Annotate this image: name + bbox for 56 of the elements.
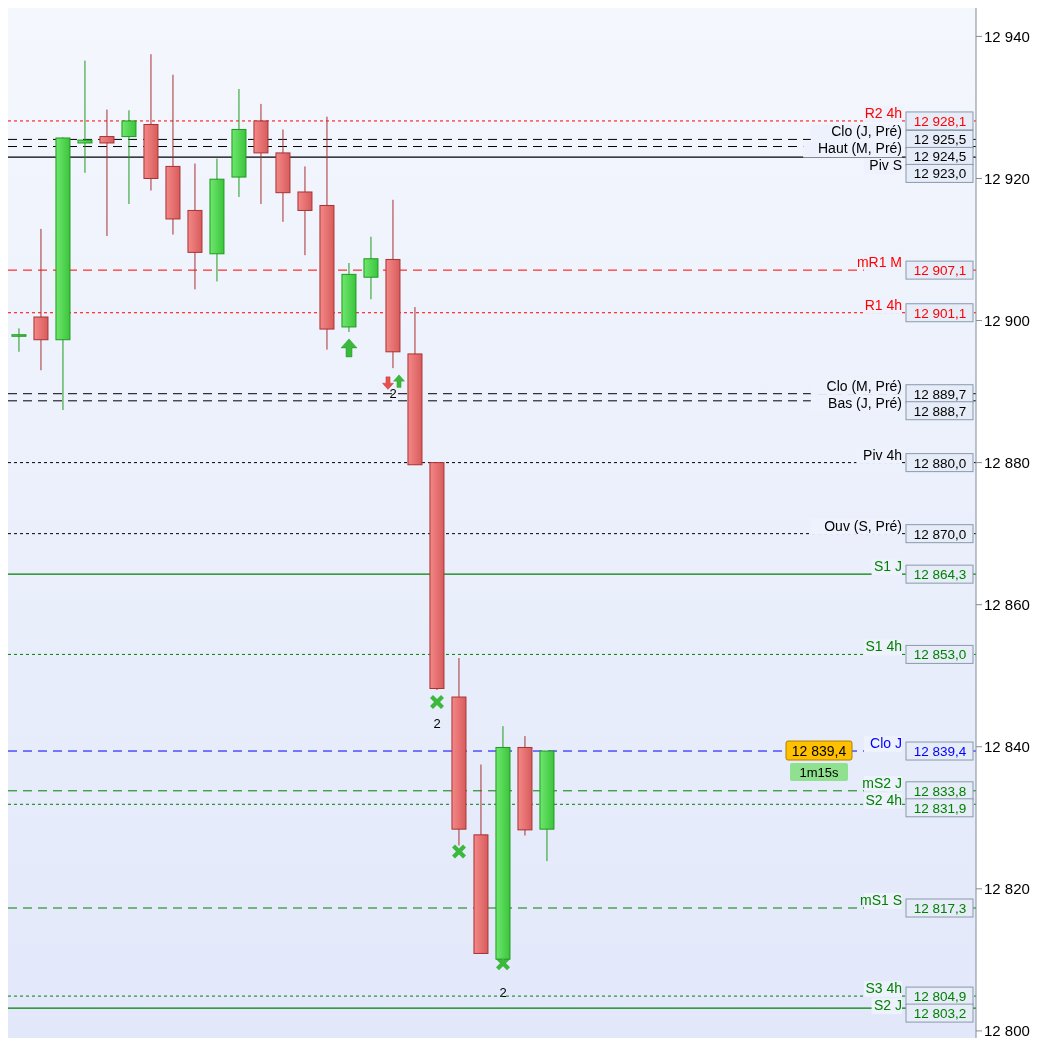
candlestick: [121, 109, 137, 205]
annotation: 1m15s: [799, 765, 839, 781]
annotation: 12 888,7: [913, 403, 967, 419]
annotation: 2: [389, 386, 397, 402]
ref-line-label: mS1 S: [859, 892, 902, 909]
candlestick: [99, 109, 115, 237]
ref-line-label: Piv S: [869, 157, 902, 174]
candlestick: [33, 228, 49, 371]
candlestick: [297, 165, 313, 256]
y-tick-label: 12 820: [984, 880, 1030, 898]
ref-line-label: Clo (M, Pré): [826, 377, 902, 394]
ref-line-label: Piv 4h: [863, 446, 902, 463]
annotation: 12 864,3: [913, 567, 967, 583]
annotation: 12 928,1: [913, 113, 967, 129]
annotation: 12 901,1: [913, 305, 967, 321]
annotation: 12 923,0: [913, 166, 967, 182]
ref-line-label: S2 J: [873, 997, 902, 1014]
ref-line-label: mS2 J: [862, 774, 902, 791]
ref-line-label: Clo (J, Pré): [831, 123, 902, 140]
ref-line-label: S3 4h: [865, 980, 902, 997]
candlestick: [363, 236, 379, 300]
annotation: 12 925,5: [913, 132, 967, 148]
annotation: 12 880,0: [913, 455, 967, 471]
y-tick-label: 12 880: [984, 453, 1030, 471]
y-tick-label: 12 840: [984, 738, 1030, 756]
ref-line-label: Haut (M, Pré): [817, 140, 902, 157]
ref-line-label: Bas (J, Pré): [828, 394, 902, 411]
annotation: 12 924,5: [913, 149, 967, 165]
annotation: 12 839,4: [913, 744, 967, 760]
ref-line-label: S2 4h: [865, 791, 902, 808]
annotation: 12 853,0: [913, 647, 967, 663]
y-tick-label: 12 920: [984, 169, 1030, 187]
annotation: 12 804,9: [913, 989, 967, 1005]
y-tick-label: 12 860: [984, 596, 1030, 614]
annotation: 2: [499, 985, 507, 1001]
y-tick-label: 12 900: [984, 311, 1030, 329]
annotation: 12 833,8: [913, 783, 967, 799]
candlestick: [77, 60, 93, 174]
annotation: 12 817,3: [913, 901, 967, 917]
candlestick: [11, 327, 27, 353]
ref-line-label: Clo J: [870, 735, 902, 752]
y-tick-label: 12 940: [984, 27, 1030, 45]
ref-line-label: S1 J: [873, 558, 902, 575]
ref-line-label: R1 4h: [864, 296, 902, 313]
annotation: 12 907,1: [913, 263, 967, 279]
annotation: 12 870,0: [913, 526, 967, 542]
annotation: 2: [433, 715, 441, 731]
annotation: 12 889,7: [913, 386, 967, 402]
ref-line-label: mR1 M: [856, 254, 902, 271]
ref-line-label: Ouv (S, Pré): [824, 517, 902, 534]
annotation: 12 839,4: [791, 743, 847, 760]
annotation: 12 831,9: [913, 800, 967, 816]
ref-line-label: S1 4h: [865, 638, 902, 655]
ref-line-label: R2 4h: [864, 104, 902, 121]
annotation: 12 803,2: [913, 1006, 967, 1022]
y-tick-label: 12 800: [984, 1022, 1030, 1040]
